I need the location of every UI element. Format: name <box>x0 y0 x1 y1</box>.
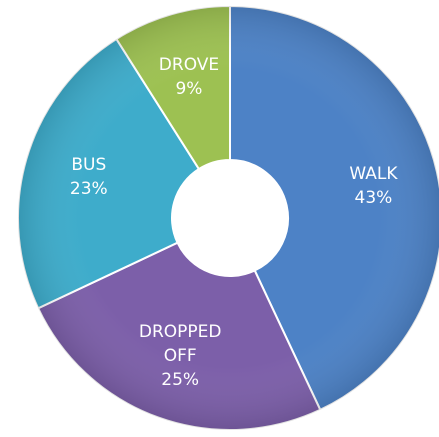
slice-label: BUS 23% <box>34 153 144 201</box>
slice-label: DROVE 9% <box>134 53 244 101</box>
slice-label: DROPPED OFF 25% <box>125 320 235 392</box>
category-label: DROPPED OFF <box>138 322 222 367</box>
value-label: 23% <box>69 178 108 199</box>
value-label: 25% <box>161 370 200 391</box>
value-label: 9% <box>175 78 203 99</box>
category-label: DROVE <box>158 54 220 75</box>
category-label: BUS <box>71 154 107 175</box>
value-label: 43% <box>354 187 393 208</box>
category-label: WALK <box>349 163 398 184</box>
slice-label: WALK 43% <box>318 162 428 210</box>
